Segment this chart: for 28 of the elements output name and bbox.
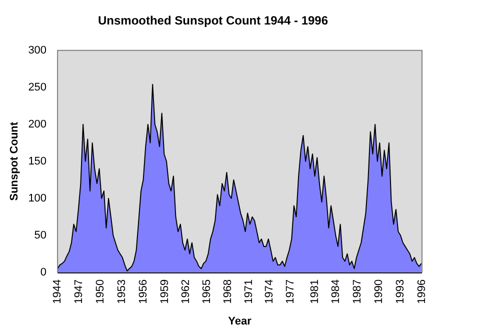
y-tick-label: 200	[28, 118, 47, 130]
x-tick-label: 1990	[373, 279, 386, 304]
x-tick-label: 1962	[180, 279, 192, 304]
y-tick-label: 100	[28, 192, 47, 204]
x-tick-label: 1971	[242, 279, 255, 304]
y-axis-title: Sunspot Count	[8, 122, 21, 201]
x-tick-label: 1944	[52, 279, 64, 304]
x-tick-label: 1959	[158, 279, 171, 304]
x-tick-label: 1947	[73, 279, 85, 304]
x-tick-label: 1977	[284, 279, 296, 304]
x-tick-label: 1968	[222, 279, 234, 304]
x-tick-label: 1974	[264, 279, 276, 304]
x-tick-label: 1993	[394, 279, 407, 304]
x-tick-label: 1953	[116, 279, 128, 304]
x-tick-label: 1981	[308, 279, 321, 304]
y-tick-label: 0	[40, 266, 47, 278]
y-tick-label: 150	[28, 155, 47, 168]
x-tick-label: 1984	[330, 279, 342, 304]
x-tick-label: 1956	[137, 279, 150, 304]
x-tick-label: 1996	[416, 279, 428, 304]
x-axis-title: Year	[228, 315, 252, 328]
y-tick-label: 250	[28, 81, 47, 94]
x-tick-label: 1965	[201, 279, 214, 304]
x-tick-label: 1987	[352, 279, 364, 304]
y-tick-label: 300	[28, 44, 47, 56]
y-tick-label: 50	[34, 229, 47, 242]
chart-title: Unsmoothed Sunspot Count 1944 - 1996	[98, 14, 328, 28]
x-tick-label: 1950	[94, 279, 106, 304]
